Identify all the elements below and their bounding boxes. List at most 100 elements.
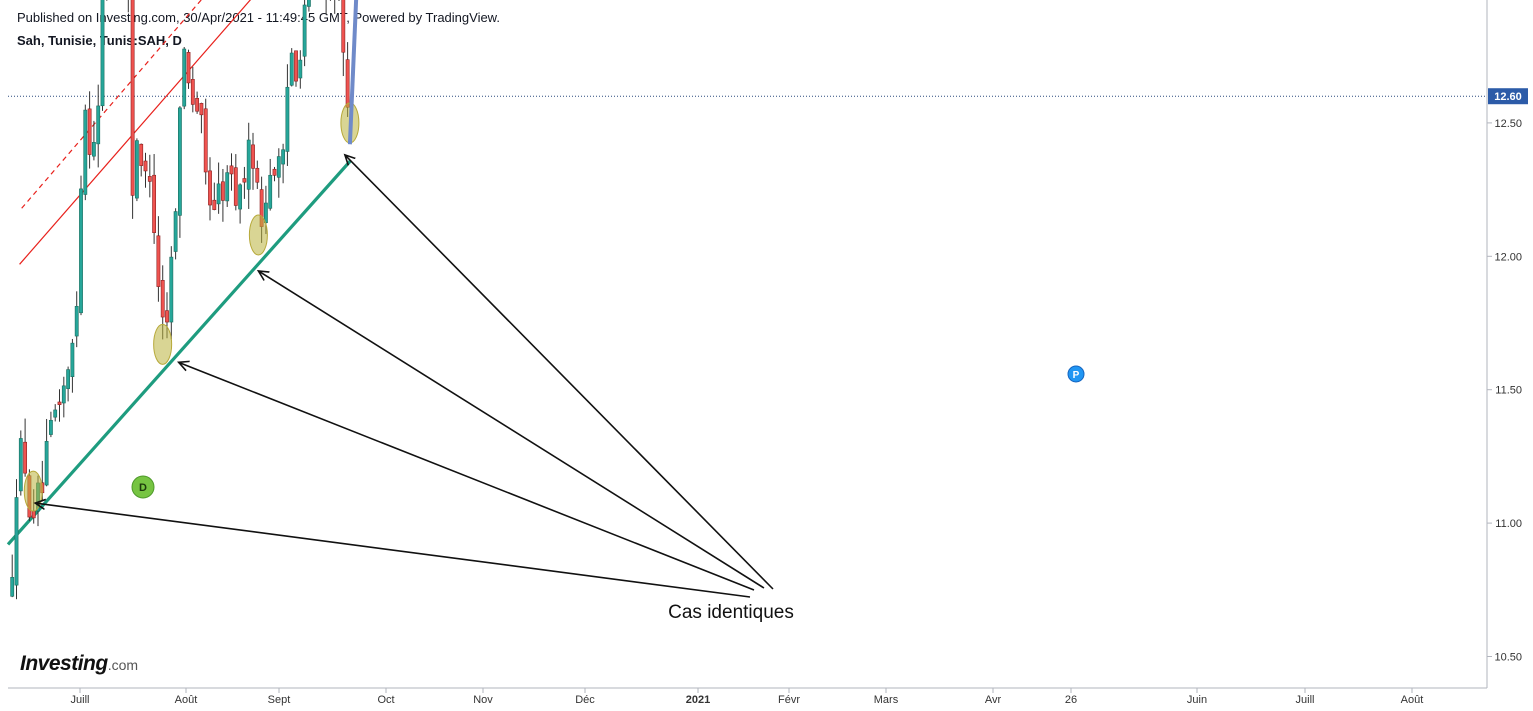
candle-body [307,0,311,7]
candle-body [83,109,88,195]
candle-body [87,108,92,155]
candle-body [276,156,281,178]
candle-body [160,280,165,318]
candle-body [238,184,243,210]
y-tick-label: 12.00 [1494,251,1522,263]
candle-body [23,441,28,474]
x-tick-label: Févr [778,694,800,706]
highlight-ellipse [23,470,43,512]
candle-body [199,103,204,116]
annotation-arrow [179,362,755,591]
candle-body [216,183,221,205]
x-tick-label: Juill [1296,694,1315,706]
candle-body [229,165,234,175]
x-tick-label: Août [1401,694,1424,706]
candle-body [57,401,62,405]
annotation-label: Cas identiques [668,602,794,623]
x-tick-label: Avr [985,694,1002,706]
last-price-badge [1488,88,1528,105]
candle-body [70,342,75,377]
candle-body [100,0,105,107]
x-tick-label: Juill [71,694,90,706]
x-tick-label: Nov [473,694,493,706]
x-tick-label: Oct [377,694,394,706]
last-price-label: 12.60 [1494,91,1522,103]
candle-body [169,256,174,323]
x-tick-label: Sept [268,694,291,706]
candle-body [178,107,182,216]
candle-body [221,181,225,201]
candle-body [190,79,195,105]
candle-body [233,167,238,206]
marker-label: D [139,482,147,494]
candle-body [281,149,286,165]
candle-body [289,52,294,86]
candle-body [268,174,273,209]
candle-body [66,369,71,389]
candle-body [186,52,191,84]
candle-body [147,176,152,182]
candle-body [255,167,260,183]
candle-body [139,143,144,166]
marker-label: P [1073,370,1080,381]
candle-body [203,108,208,173]
candle-body [10,577,15,597]
trendline-support[interactable] [6,159,353,546]
candle-body [61,385,66,404]
candle-body [212,199,217,210]
candle-body [294,50,298,82]
y-tick-label: 10.50 [1494,652,1522,664]
candle-body [14,497,19,586]
candle-body [302,4,307,57]
investing-logo: Investing.com [20,652,139,675]
candle-body [44,441,49,486]
candle-body [341,0,346,53]
candle-body [53,409,58,418]
candle-body [242,178,247,183]
candle-body [173,211,178,252]
trendline-mid-channel[interactable] [19,0,369,265]
candle-body [31,510,36,519]
x-tick-label: Mars [874,694,899,706]
candle-body [195,97,200,112]
marker-badge[interactable] [1067,365,1085,383]
candles [10,0,350,600]
y-tick-label: 11.50 [1495,385,1522,397]
marker-badge[interactable] [131,475,155,499]
candle-body [74,306,79,337]
candle-body [182,48,187,107]
candle-body [18,438,23,492]
candle-body [225,172,230,202]
candle-body [246,139,251,190]
annotation-arrow [258,271,765,589]
y-tick-label: 12.50 [1494,118,1522,130]
annotation-arrow [345,155,774,590]
candle-body [345,59,350,108]
x-tick-label: Août [175,694,198,706]
candle-body [251,144,255,169]
candle-body [285,86,290,152]
candle-body [79,188,83,314]
highlight-ellipse [248,214,268,256]
x-tick-label: 26 [1065,694,1077,706]
x-tick-label: 2021 [686,694,710,706]
symbol-title: Sah, Tunisie, Tunis:SAH, D [17,33,182,48]
candle-body [152,174,157,233]
candle-body [96,105,101,145]
x-tick-label: Déc [575,694,595,706]
candle-body [208,170,212,206]
y-tick-label: 11.00 [1495,518,1522,530]
candle-body [130,0,135,196]
candle-body [272,168,277,176]
candle-body [298,59,303,79]
x-tick-label: Juin [1187,694,1207,706]
candle-body [143,160,148,172]
candle-body [92,142,96,157]
candle-body [135,140,139,199]
projection-arrow[interactable] [347,0,377,145]
candle-body [156,235,161,287]
annotation-arrow [35,503,751,598]
trendline-mid-channel-dashed[interactable] [21,0,369,209]
published-header: Published on Investing.com, 30/Apr/2021 … [17,10,500,25]
